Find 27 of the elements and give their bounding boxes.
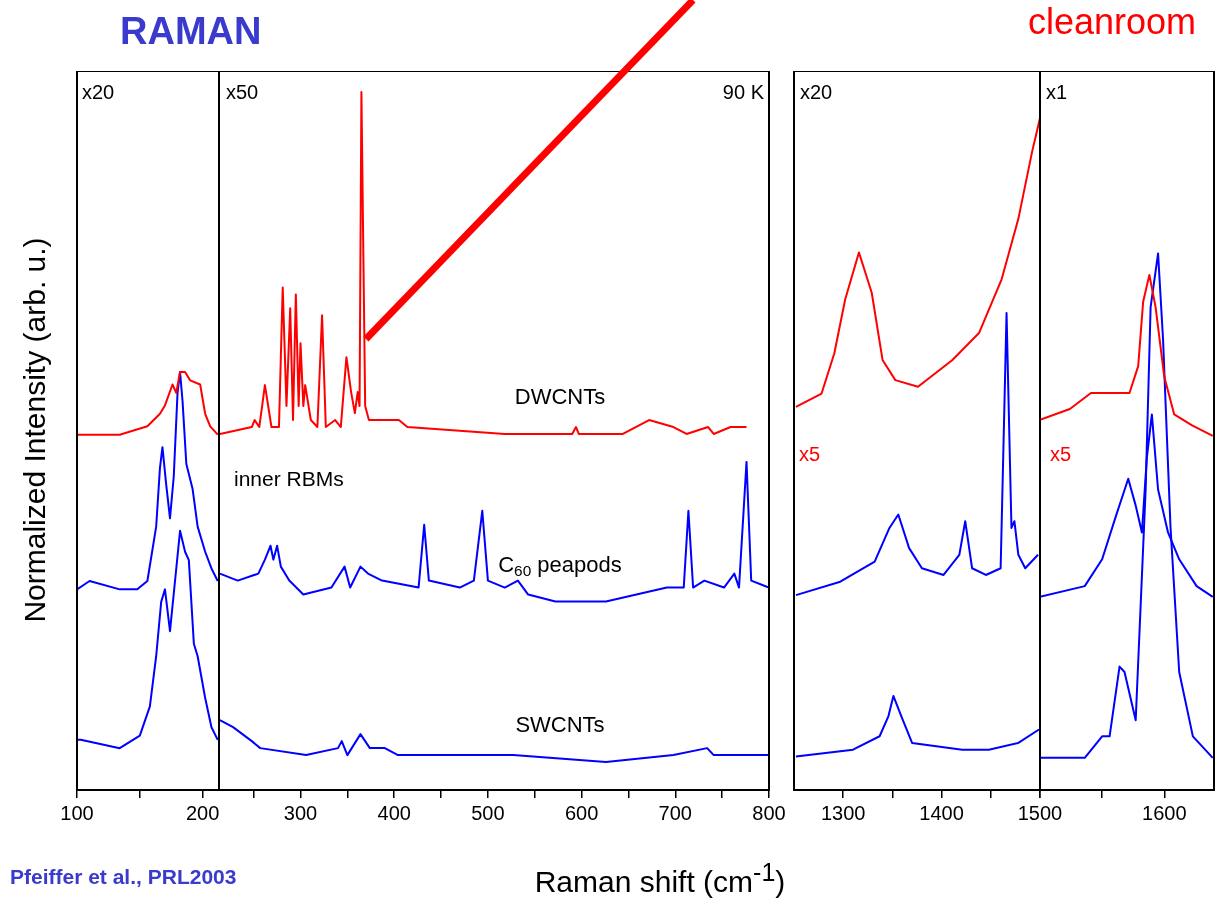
x-tick-label: 700 (658, 801, 692, 824)
x-axis-title: Raman shift (cm$^{-1}$) (534, 858, 786, 899)
x-tick-label: 1400 (919, 801, 964, 824)
text: x1 (1046, 80, 1068, 104)
x-tick-label: 200 (185, 801, 220, 824)
text: x20 (800, 80, 833, 104)
series-label: SWCNTs (515, 712, 605, 738)
text: Pfeiffer et al., PRL2003 (10, 864, 237, 890)
x-tick-label: 1300 (820, 801, 866, 824)
x-tick-label: 1600 (1142, 801, 1187, 824)
x-tick-label: 300 (283, 801, 318, 824)
annotation: x50 (226, 80, 259, 104)
x-tick-label: 800 (752, 801, 786, 824)
x-tick-label: 1500 (1017, 801, 1063, 824)
y-axis-title: Normalized Intensity (arb. u.) (18, 237, 52, 623)
annotation: x5 (1050, 442, 1072, 466)
annotation: 90 K (722, 80, 764, 104)
text: cleanroom (1028, 0, 1197, 44)
series-label: DWCNTs (514, 384, 606, 410)
annotation: inner RBMs (234, 466, 344, 492)
x-tick-label: 100 (60, 801, 94, 824)
x-tick-label: 600 (564, 801, 599, 824)
x-tick-label: 500 (471, 801, 505, 824)
chart-title: RAMAN (120, 10, 262, 53)
text: x20 (82, 80, 115, 104)
annotation: x5 (799, 442, 821, 466)
x-tick-label: 400 (377, 801, 411, 824)
